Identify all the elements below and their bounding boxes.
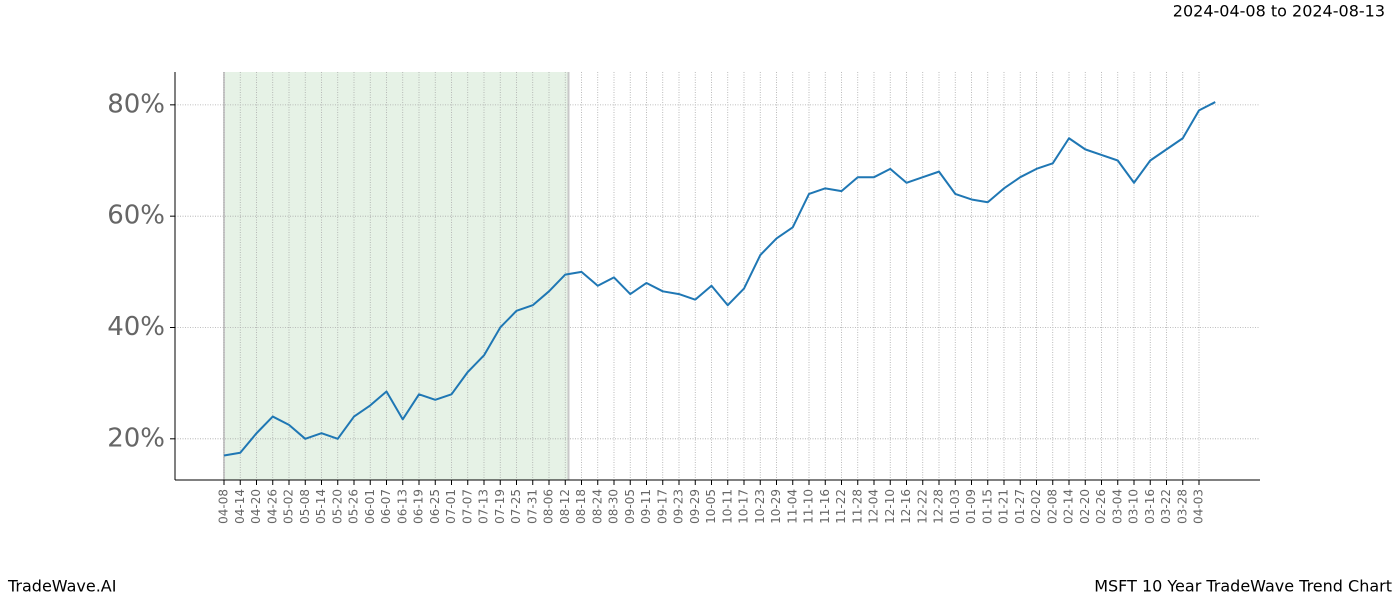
x-tick-label: 08-30: [607, 489, 621, 524]
x-tick-label: 11-22: [834, 489, 848, 524]
x-tick-label: 06-25: [428, 489, 442, 524]
x-tick-label: 02-20: [1078, 489, 1092, 524]
footer-left: TradeWave.AI: [7, 577, 116, 596]
x-tick-label: 04-20: [249, 489, 263, 524]
chart-subtitle: 2024-04-08 to 2024-08-13: [1173, 2, 1385, 21]
x-tick-label: 04-08: [217, 489, 231, 524]
x-tick-label: 07-13: [477, 489, 491, 524]
x-tick-label: 12-28: [932, 489, 946, 524]
x-tick-label: 07-31: [525, 489, 539, 524]
x-tick-label: 12-04: [867, 489, 881, 524]
x-tick-label: 05-08: [298, 489, 312, 524]
x-tick-label: 05-14: [314, 489, 328, 524]
x-tick-label: 04-26: [265, 489, 279, 524]
x-tick-label: 10-05: [704, 489, 718, 524]
x-tick-label: 01-15: [980, 489, 994, 524]
x-tick-label: 11-10: [802, 489, 816, 524]
x-tick-label: 08-12: [558, 489, 572, 524]
x-tick-label: 07-07: [460, 489, 474, 524]
x-tick-label: 09-05: [623, 489, 637, 524]
x-tick-label: 06-07: [379, 489, 393, 524]
x-tick-label: 07-25: [509, 489, 523, 524]
x-tick-label: 08-24: [590, 489, 604, 524]
footer-right: MSFT 10 Year TradeWave Trend Chart: [1094, 577, 1392, 596]
y-tick-label: 20%: [107, 423, 165, 453]
x-tick-label: 01-03: [948, 489, 962, 524]
x-tick-label: 11-16: [818, 489, 832, 524]
x-tick-label: 07-01: [444, 489, 458, 524]
x-tick-label: 03-22: [1159, 489, 1173, 524]
x-tick-label: 09-23: [672, 489, 686, 524]
x-tick-label: 02-26: [1094, 489, 1108, 524]
y-tick-label: 80%: [107, 89, 165, 119]
x-tick-label: 10-17: [737, 489, 751, 524]
x-tick-label: 06-13: [395, 489, 409, 524]
x-tick-label: 08-18: [574, 489, 588, 524]
x-tick-label: 06-01: [363, 489, 377, 524]
x-tick-label: 08-06: [542, 489, 556, 524]
x-tick-label: 01-09: [964, 489, 978, 524]
trend-line: [223, 101, 1216, 457]
x-tick-label: 12-22: [915, 489, 929, 524]
x-tick-label: 11-04: [785, 489, 799, 524]
x-tick-label: 02-14: [1062, 489, 1076, 524]
x-tick-label: 05-02: [282, 489, 296, 524]
x-tick-label: 03-10: [1127, 489, 1141, 524]
highlight-region: [224, 72, 569, 480]
x-tick-label: 12-16: [899, 489, 913, 524]
x-tick-label: 03-28: [1175, 489, 1189, 524]
x-tick-label: 12-10: [883, 489, 897, 524]
x-tick-label: 04-03: [1192, 489, 1206, 524]
x-tick-label: 04-14: [233, 489, 247, 524]
x-tick-label: 09-11: [639, 489, 653, 524]
x-tick-label: 10-23: [753, 489, 767, 524]
x-tick-label: 01-27: [1013, 489, 1027, 524]
x-tick-label: 09-29: [688, 489, 702, 524]
x-tick-label: 06-19: [412, 489, 426, 524]
x-tick-label: 09-17: [655, 489, 669, 524]
y-tick-label: 60%: [107, 201, 165, 231]
x-tick-label: 07-19: [493, 489, 507, 524]
x-tick-label: 05-26: [347, 489, 361, 524]
x-tick-label: 01-21: [997, 489, 1011, 524]
x-tick-label: 03-16: [1143, 489, 1157, 524]
x-tick-label: 02-02: [1029, 489, 1043, 524]
x-tick-label: 11-28: [850, 489, 864, 524]
x-tick-label: 03-04: [1110, 489, 1124, 524]
y-tick-label: 40%: [107, 312, 165, 342]
x-tick-label: 02-08: [1045, 489, 1059, 524]
x-tick-label: 05-20: [330, 489, 344, 524]
x-tick-label: 10-29: [769, 489, 783, 524]
x-tick-label: 10-11: [720, 489, 734, 524]
